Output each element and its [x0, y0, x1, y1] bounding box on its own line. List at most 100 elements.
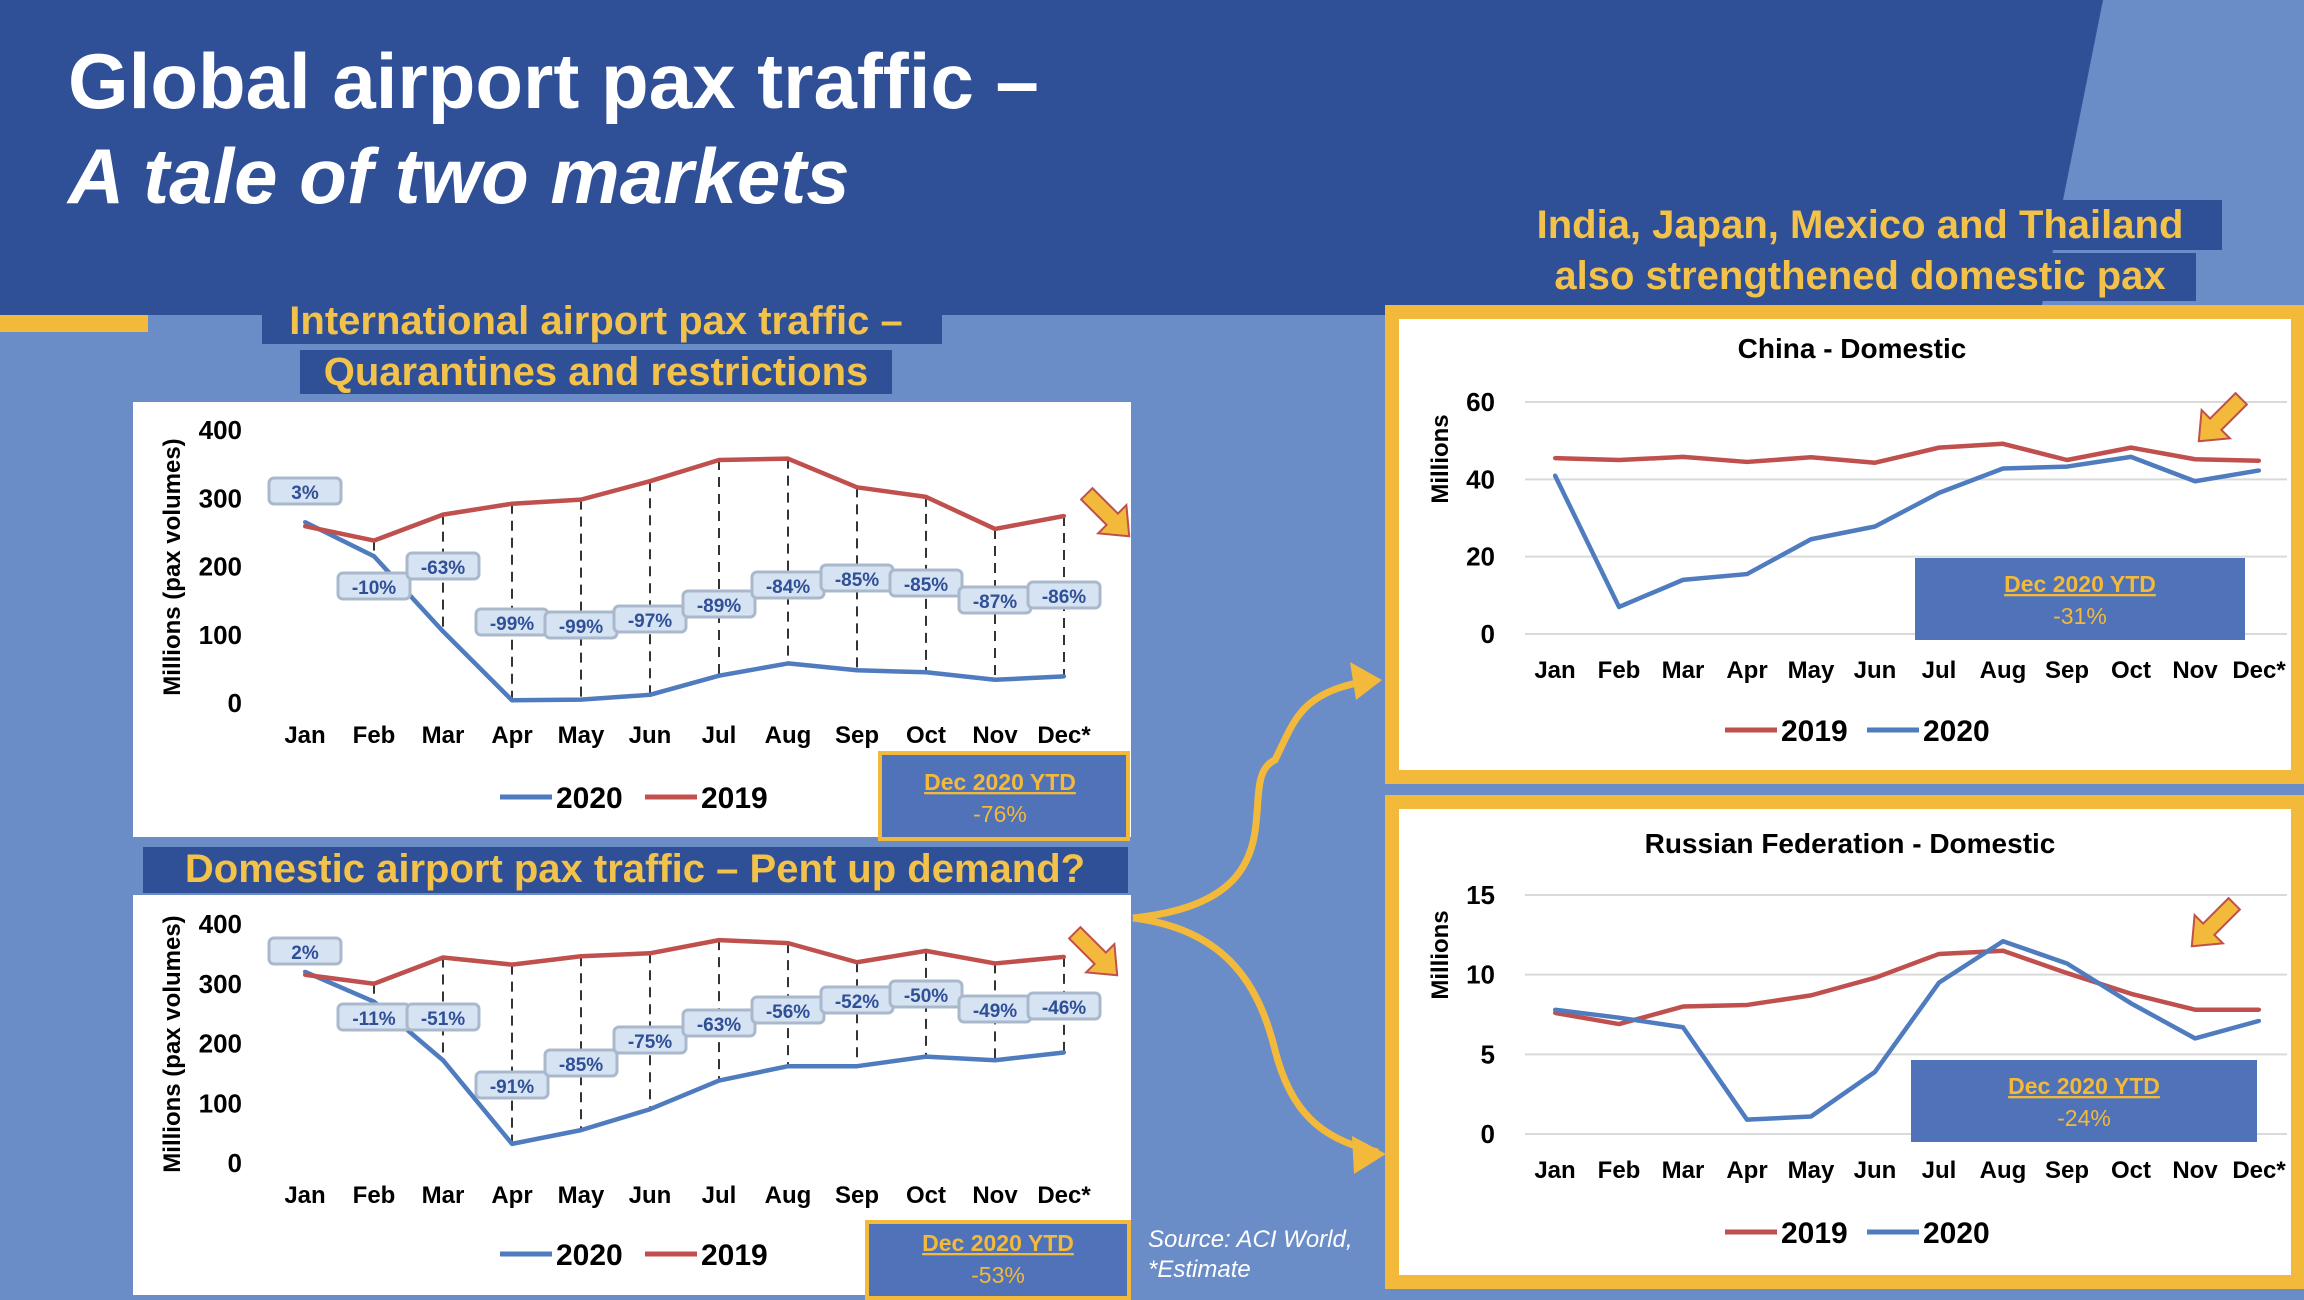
series-line-2020: [304, 969, 1065, 1147]
data-point-2020: [1809, 537, 1813, 542]
x-tick-label: Mar: [1662, 1157, 1705, 1184]
x-tick-label: May: [1788, 1157, 1835, 1184]
y-tick-label: 0: [228, 688, 242, 718]
pct-label-bg: [543, 1048, 619, 1078]
data-point-2020: [579, 697, 583, 702]
data-point-2020: [1745, 572, 1749, 577]
pct-label: -75%: [628, 1032, 672, 1053]
pct-label-bg: [888, 979, 964, 1009]
data-point-2019: [1617, 1022, 1621, 1027]
legend-label: 2020: [556, 782, 623, 815]
y-tick-label: 100: [199, 620, 242, 650]
pct-label: 3%: [291, 483, 319, 504]
pct-label-bg: [1026, 580, 1102, 610]
data-point-2019: [1681, 454, 1685, 459]
pct-label: -63%: [421, 558, 465, 579]
x-tick-label: Oct: [2111, 657, 2151, 684]
pct-label: 2%: [291, 943, 319, 964]
x-tick-label: Nov: [2172, 1157, 2218, 1184]
legend-label: 2020: [1923, 1217, 1990, 1250]
pct-label: -51%: [421, 1009, 465, 1030]
data-point-2019: [924, 494, 928, 499]
data-point-2019: [2129, 991, 2133, 996]
data-point-2019: [441, 512, 445, 517]
y-tick-label: 10: [1466, 960, 1495, 990]
heading-bg: [300, 350, 892, 394]
ytd-value: -31%: [2053, 603, 2107, 629]
data-point-2019: [1062, 513, 1066, 518]
data-point-2020: [579, 1128, 583, 1133]
ytd-value: -24%: [2057, 1105, 2111, 1131]
data-point-2019: [1745, 1002, 1749, 1007]
x-tick-label: Dec*: [2232, 1157, 2286, 1184]
x-tick-label: Jan: [1534, 657, 1575, 684]
data-point-2020: [510, 698, 514, 703]
heading-bg: [1520, 253, 2196, 301]
pct-label-bg: [474, 1070, 550, 1100]
data-point-2020: [372, 554, 376, 559]
international-chart: 0 100 200 300 400 Millions (pax volumes) Jan Fe…: [159, 415, 1131, 841]
y-tick-label: 0: [1481, 619, 1495, 649]
heading-bg: [1500, 200, 2222, 250]
side-heading-line2: also strengthened domestic pax: [1554, 254, 2165, 298]
heading-bg: [143, 847, 1128, 893]
x-tick-label: Sep: [2045, 1157, 2089, 1184]
y-tick-label: 5: [1481, 1039, 1495, 1069]
series-line-2020: [1554, 938, 2260, 1122]
data-point-2019: [2129, 445, 2133, 450]
ytd-box: [1911, 1060, 2257, 1142]
x-tick-label: Nov: [972, 1182, 1018, 1209]
y-tick-label: 60: [1466, 387, 1495, 417]
ytd-box: [1915, 558, 2245, 640]
data-point-2020: [2193, 1036, 2197, 1041]
data-point-2019: [648, 479, 652, 484]
pct-label: -89%: [697, 596, 741, 617]
source-note-line1: Source: ACI World,: [1148, 1226, 1353, 1253]
data-point-2020: [510, 1141, 514, 1146]
x-tick-label: May: [1788, 657, 1835, 684]
series-line-2020: [304, 520, 1065, 703]
pct-label-bg: [336, 571, 412, 601]
ytd-label: Dec 2020 YTD: [922, 1230, 1074, 1256]
x-tick-label: Sep: [835, 1182, 879, 1209]
data-point-2020: [2065, 464, 2069, 469]
data-point-2019: [993, 526, 997, 531]
data-point-2020: [717, 1078, 721, 1083]
data-point-2020: [2129, 1001, 2133, 1006]
data-point-2020: [1745, 1117, 1749, 1122]
x-tick-label: Nov: [972, 722, 1018, 749]
y-tick-label: 0: [1481, 1119, 1495, 1149]
x-tick-label: Jul: [702, 1182, 737, 1209]
gold-accent-bar: [0, 315, 148, 332]
russia-chart: 0 5 10 15 Millions Jan Feb Mar Apr May Jun Jul Aug Se…: [1427, 828, 2287, 1250]
x-tick-label: Nov: [2172, 657, 2218, 684]
data-point-2019: [303, 972, 307, 977]
data-point-2020: [1937, 980, 1941, 985]
data-point-2019: [1809, 455, 1813, 460]
pct-label: -85%: [559, 1055, 603, 1076]
pct-label: -99%: [490, 614, 534, 635]
trend-arrow-icon: [2190, 896, 2242, 948]
ytd-label: Dec 2020 YTD: [2008, 1073, 2160, 1099]
data-point-2020: [1681, 1025, 1685, 1030]
legend-label: 2019: [701, 782, 768, 815]
y-tick-label: 0: [228, 1148, 242, 1178]
data-point-2019: [786, 941, 790, 946]
x-tick-label: Apr: [1726, 1157, 1767, 1184]
data-point-2020: [1873, 1069, 1877, 1074]
x-tick-label: Mar: [422, 722, 465, 749]
data-point-2020: [441, 1058, 445, 1063]
y-tick-label: 200: [199, 1029, 242, 1059]
series-line-2019: [304, 456, 1065, 543]
series-line-2019: [1554, 948, 2259, 1027]
slide-title-line2: A tale of two markets: [66, 132, 850, 220]
data-point-2019: [2001, 441, 2005, 446]
data-point-2019: [510, 501, 514, 506]
data-point-2019: [2193, 1007, 2197, 1012]
connector-arrow-to-russia: [1132, 914, 1379, 1156]
ytd-value: -53%: [971, 1262, 1025, 1288]
trend-arrow-icon: [1079, 486, 1131, 538]
slide-title-line1: Global airport pax traffic –: [68, 37, 1039, 125]
pct-label: -87%: [973, 592, 1017, 613]
x-tick-label: Dec*: [1037, 722, 1091, 749]
